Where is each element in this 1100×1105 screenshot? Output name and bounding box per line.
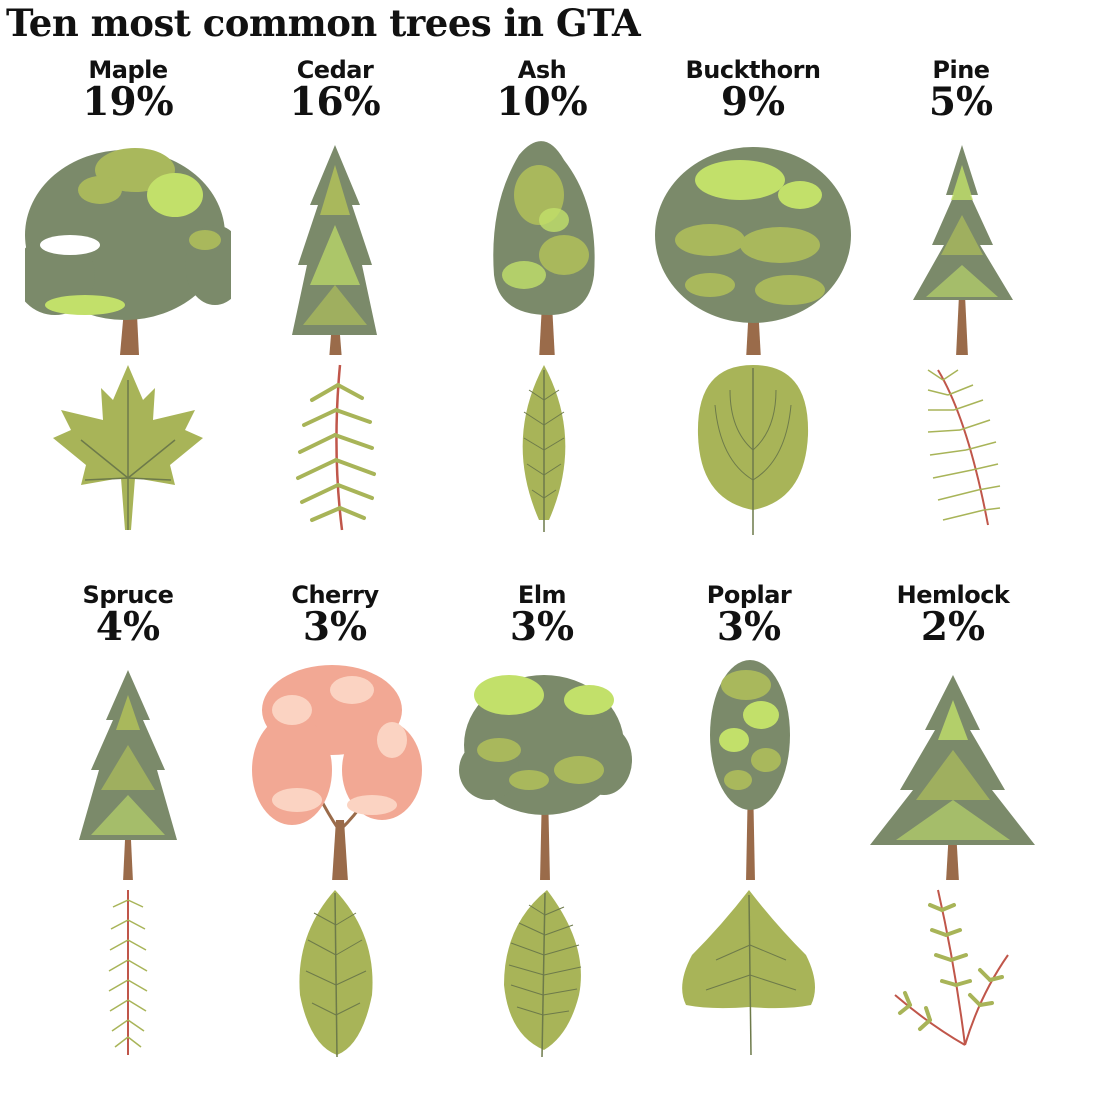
spruce-needle-icon bbox=[25, 885, 231, 1060]
poplar-leaf-icon bbox=[646, 885, 852, 1060]
tree-percent: 3% bbox=[716, 604, 782, 650]
tree-name: Hemlock bbox=[896, 581, 1010, 609]
tree-name: Poplar bbox=[706, 581, 792, 609]
tree-card-cherry: Cherry 3% bbox=[232, 580, 438, 1105]
tree-name: Ash bbox=[517, 56, 567, 84]
pine-needle-icon bbox=[858, 360, 1064, 535]
tree-name: Buckthorn bbox=[685, 56, 821, 84]
cedar-leaf-icon bbox=[232, 360, 438, 535]
poplar-tree-icon bbox=[646, 650, 852, 880]
buckthorn-tree-icon bbox=[650, 125, 856, 355]
tree-name: Elm bbox=[517, 581, 567, 609]
tree-card-hemlock: Hemlock 2% bbox=[850, 580, 1056, 1105]
elm-tree-icon bbox=[439, 650, 645, 880]
hemlock-leaf-icon bbox=[850, 885, 1056, 1060]
tree-card-cedar: Cedar 16% bbox=[232, 55, 438, 580]
tree-percent: 5% bbox=[928, 79, 994, 125]
page-title: Ten most common trees in GTA bbox=[6, 1, 641, 45]
tree-card-maple: Maple 19% bbox=[25, 55, 231, 580]
tree-card-poplar: Poplar 3% bbox=[646, 580, 852, 1105]
tree-name: Pine bbox=[932, 56, 990, 84]
tree-percent: 4% bbox=[95, 604, 161, 650]
tree-grid: Maple 19% C bbox=[25, 55, 1064, 1058]
tree-percent: 16% bbox=[289, 79, 381, 125]
tree-percent: 19% bbox=[82, 79, 174, 125]
tree-name: Maple bbox=[88, 56, 168, 84]
tree-percent: 9% bbox=[720, 79, 786, 125]
tree-card-ash: Ash 10% bbox=[439, 55, 645, 580]
ash-leaf-icon bbox=[439, 360, 645, 535]
tree-card-pine: Pine 5% bbox=[858, 55, 1064, 580]
tree-name: Cherry bbox=[291, 581, 379, 609]
tree-percent: 2% bbox=[920, 604, 986, 650]
maple-tree-icon bbox=[25, 125, 231, 355]
buckthorn-leaf-icon bbox=[650, 360, 856, 535]
spruce-tree-icon bbox=[25, 650, 231, 880]
tree-percent: 3% bbox=[509, 604, 575, 650]
tree-name: Spruce bbox=[82, 581, 174, 609]
tree-percent: 3% bbox=[302, 604, 368, 650]
elm-leaf-icon bbox=[439, 885, 645, 1060]
cedar-tree-icon bbox=[232, 125, 438, 355]
tree-name: Cedar bbox=[296, 56, 374, 84]
tree-card-buckthorn: Buckthorn 9% bbox=[650, 55, 856, 580]
tree-card-elm: Elm 3% bbox=[439, 580, 645, 1105]
tree-percent: 10% bbox=[496, 79, 588, 125]
maple-leaf-icon bbox=[25, 360, 231, 535]
tree-card-spruce: Spruce 4% bbox=[25, 580, 231, 1105]
cherry-tree-icon bbox=[232, 650, 438, 880]
hemlock-tree-icon bbox=[850, 650, 1056, 880]
ash-tree-icon bbox=[439, 125, 645, 355]
cherry-leaf-icon bbox=[232, 885, 438, 1060]
pine-tree-icon bbox=[858, 125, 1064, 355]
